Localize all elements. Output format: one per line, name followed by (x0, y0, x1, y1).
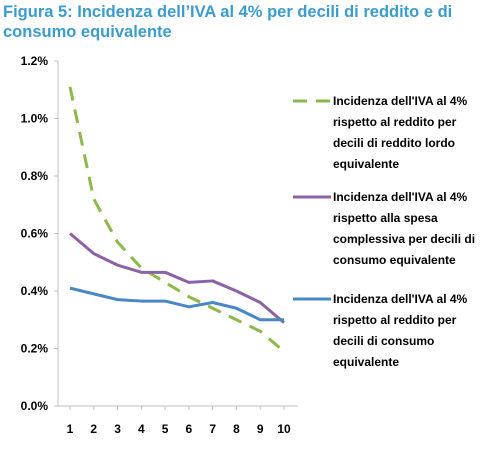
y-tick-label: 0.6% (21, 227, 49, 241)
legend-label-2: complessiva per decili di (333, 232, 475, 246)
figure-title: Figura 5: Incidenza dell’IVA al 4% per d… (3, 3, 453, 41)
legend-label-2: rispetto alla spesa (333, 211, 438, 225)
x-tick-label: 8 (233, 422, 240, 436)
x-tick-label: 9 (257, 422, 264, 436)
legend-label-2: consumo equivalente (333, 253, 456, 267)
series-line-2 (69, 232, 285, 324)
y-tick-label: 0.8% (21, 169, 49, 183)
x-tick-label: 5 (162, 422, 169, 436)
x-tick-label: 7 (209, 422, 216, 436)
x-tick-label: 1 (67, 422, 74, 436)
y-tick-label: 1.0% (21, 112, 49, 126)
legend-label-3: equivalente (333, 355, 399, 369)
legend-label-1: equivalente (333, 157, 399, 171)
legend-label-3: rispetto al reddito per (333, 313, 457, 327)
series-line-3 (69, 286, 284, 322)
series-line-1 (68, 86, 285, 353)
legend-label-1: decili di reddito lordo (333, 136, 455, 150)
x-tick-label: 2 (90, 422, 97, 436)
legend-label-3: Incidenza dell'IVA al 4% (333, 292, 468, 306)
legend-label-2: Incidenza dell'IVA al 4% (333, 190, 468, 204)
x-tick-label: 3 (114, 422, 121, 436)
legend-label-3: decili di consumo (333, 334, 434, 348)
legend-label-1: rispetto al reddito per (333, 115, 457, 129)
y-tick-label: 0.2% (21, 342, 49, 356)
y-tick-label: 0.4% (21, 284, 49, 298)
y-tick-label: 1.2% (21, 54, 49, 68)
y-tick-label: 0.0% (21, 399, 49, 413)
legend-label-1: Incidenza dell'IVA al 4% (333, 94, 468, 108)
x-tick-label: 6 (186, 422, 193, 436)
x-tick-label: 4 (138, 422, 145, 436)
x-tick-label: 10 (277, 422, 291, 436)
